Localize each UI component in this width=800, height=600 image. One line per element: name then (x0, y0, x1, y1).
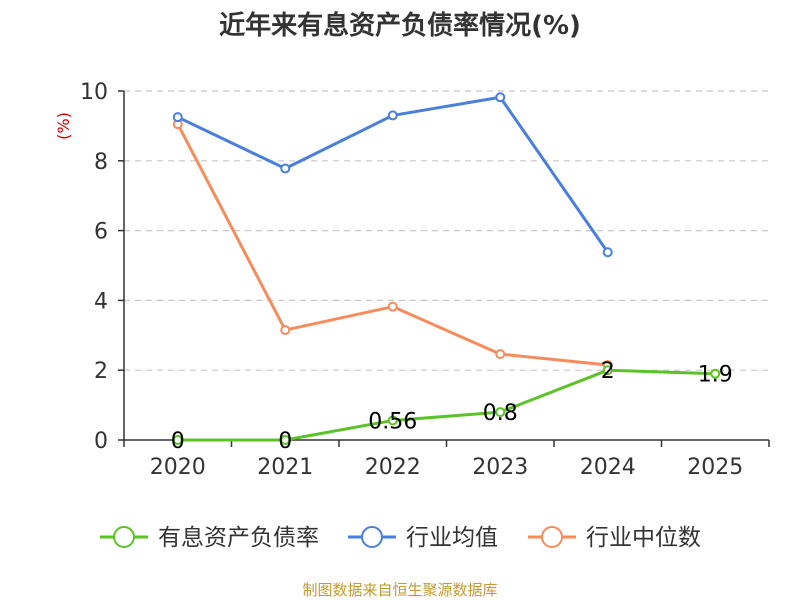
data-point (387, 110, 398, 121)
data-point (172, 435, 183, 445)
data-label: 2 (601, 359, 615, 384)
data-label: 0.56 (368, 409, 417, 434)
series-line (177, 95, 609, 254)
data-label: 0 (278, 429, 292, 454)
data-point (387, 415, 398, 426)
y-tick-label: 4 (94, 289, 108, 314)
data-point (387, 301, 398, 312)
x-tick-label: 2024 (580, 455, 636, 480)
data-point (495, 92, 506, 103)
y-tick-label: 0 (94, 429, 108, 454)
legend-swatch-marker (113, 526, 135, 548)
data-point (495, 407, 506, 418)
source-note: 制图数据来自恒生聚源数据库 (302, 581, 497, 599)
axes: 0 2 4 6 8 10 2020 2021 2022 2023 2024 2025 (80, 80, 770, 480)
x-tick-label: 2022 (365, 455, 421, 480)
series-line (177, 368, 716, 442)
data-label: 1.9 (698, 363, 733, 388)
legend-label[interactable]: 行业中位数 (586, 525, 701, 551)
data-point (602, 247, 613, 258)
x-tick-label: 2021 (257, 455, 313, 480)
data-point (280, 435, 291, 445)
series-lines (172, 92, 721, 445)
data-point (710, 368, 721, 379)
y-tick-label: 6 (94, 220, 108, 245)
y-axis-unit-label: (%) (54, 112, 73, 140)
legend-swatch-marker (541, 526, 563, 548)
legend-label[interactable]: 行业均值 (406, 525, 498, 551)
data-point (602, 365, 613, 376)
gridlines (124, 90, 769, 371)
data-label: 0 (171, 429, 185, 454)
chart-title: 近年来有息资产负债率情况(%) (219, 10, 581, 41)
data-label: 0.8 (483, 401, 518, 426)
y-tick-label: 8 (94, 150, 108, 175)
data-labels: 0 0 0.56 0.8 2 1.9 (171, 359, 733, 454)
data-point (280, 163, 291, 174)
legend-swatch-marker (361, 526, 383, 548)
y-tick-label: 10 (80, 80, 108, 105)
data-point (280, 325, 291, 336)
legend: 有息资产负债率 行业均值 行业中位数 (100, 525, 701, 551)
y-tick-label: 2 (94, 359, 108, 384)
x-tick-label: 2023 (472, 455, 528, 480)
data-point (172, 112, 183, 123)
legend-label[interactable]: 有息资产负债率 (158, 525, 319, 551)
data-point (495, 349, 506, 360)
x-tick-label: 2020 (150, 455, 206, 480)
x-tick-label: 2025 (687, 455, 743, 480)
